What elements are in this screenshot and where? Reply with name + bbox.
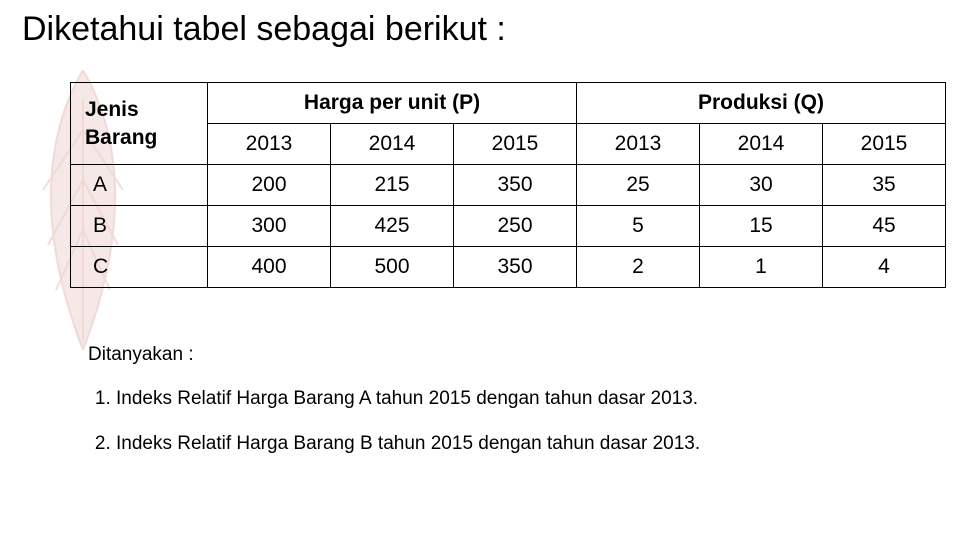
cell-value: 25 — [577, 165, 700, 206]
cell-value: 15 — [700, 206, 823, 247]
cell-value: 400 — [208, 247, 331, 288]
cell-value: 215 — [331, 165, 454, 206]
cell-value: 4 — [823, 247, 946, 288]
table-row: A 200 215 350 25 30 35 — [71, 165, 946, 206]
cell-value: 350 — [454, 247, 577, 288]
cell-value: 30 — [700, 165, 823, 206]
data-table-container: Jenis Barang Harga per unit (P) Produksi… — [70, 82, 946, 288]
row-label: C — [71, 247, 208, 288]
cell-value: 5 — [577, 206, 700, 247]
header-p-2013: 2013 — [208, 124, 331, 165]
row-label: A — [71, 165, 208, 206]
header-p-2015: 2015 — [454, 124, 577, 165]
data-table: Jenis Barang Harga per unit (P) Produksi… — [70, 82, 946, 288]
cell-value: 500 — [331, 247, 454, 288]
cell-value: 2 — [577, 247, 700, 288]
header-q-2014: 2014 — [700, 124, 823, 165]
header-p-2014: 2014 — [331, 124, 454, 165]
table-header-row-1: Jenis Barang Harga per unit (P) Produksi… — [71, 83, 946, 124]
question-item: Indeks Relatif Harga Barang B tahun 2015… — [116, 429, 700, 459]
header-q-2015: 2015 — [823, 124, 946, 165]
table-row: B 300 425 250 5 15 45 — [71, 206, 946, 247]
slide: Diketahui tabel sebagai berikut : Jenis … — [0, 0, 960, 540]
cell-value: 1 — [700, 247, 823, 288]
cell-value: 300 — [208, 206, 331, 247]
header-q-2013: 2013 — [577, 124, 700, 165]
cell-value: 45 — [823, 206, 946, 247]
cell-value: 35 — [823, 165, 946, 206]
cell-value: 250 — [454, 206, 577, 247]
questions-section: Ditanyakan : Indeks Relatif Harga Barang… — [88, 340, 700, 473]
question-item: Indeks Relatif Harga Barang A tahun 2015… — [116, 384, 700, 414]
row-label: B — [71, 206, 208, 247]
cell-value: 200 — [208, 165, 331, 206]
header-jenis-barang: Jenis Barang — [71, 83, 208, 165]
questions-list: Indeks Relatif Harga Barang A tahun 2015… — [88, 384, 700, 459]
header-produksi: Produksi (Q) — [577, 83, 946, 124]
questions-heading: Ditanyakan : — [88, 340, 700, 370]
header-harga: Harga per unit (P) — [208, 83, 577, 124]
slide-title: Diketahui tabel sebagai berikut : — [22, 10, 506, 49]
cell-value: 350 — [454, 165, 577, 206]
table-row: C 400 500 350 2 1 4 — [71, 247, 946, 288]
cell-value: 425 — [331, 206, 454, 247]
